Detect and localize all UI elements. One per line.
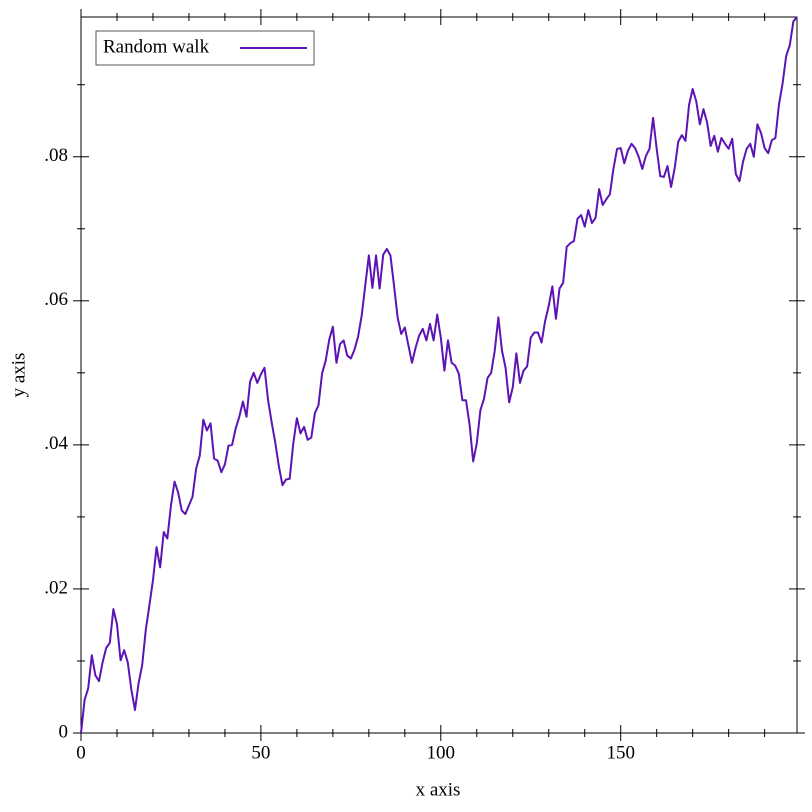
plot-frame [80, 16, 798, 734]
x-tick-label: 100 [427, 742, 456, 763]
legend-label: Random walk [103, 36, 210, 57]
y-tick-label: .08 [44, 145, 68, 166]
x-tick-label: 50 [251, 742, 270, 763]
y-tick-label: .02 [44, 577, 68, 598]
y-tick-label: .06 [44, 289, 68, 310]
series-line [80, 16, 798, 734]
x-axis-label: x axis [416, 779, 461, 800]
y-axis-label: y axis [8, 353, 29, 398]
y-tick-label: .04 [44, 433, 68, 454]
x-tick-label: 150 [606, 742, 635, 763]
x-tick-label: 0 [76, 742, 86, 763]
y-tick-label: 0 [59, 721, 69, 742]
